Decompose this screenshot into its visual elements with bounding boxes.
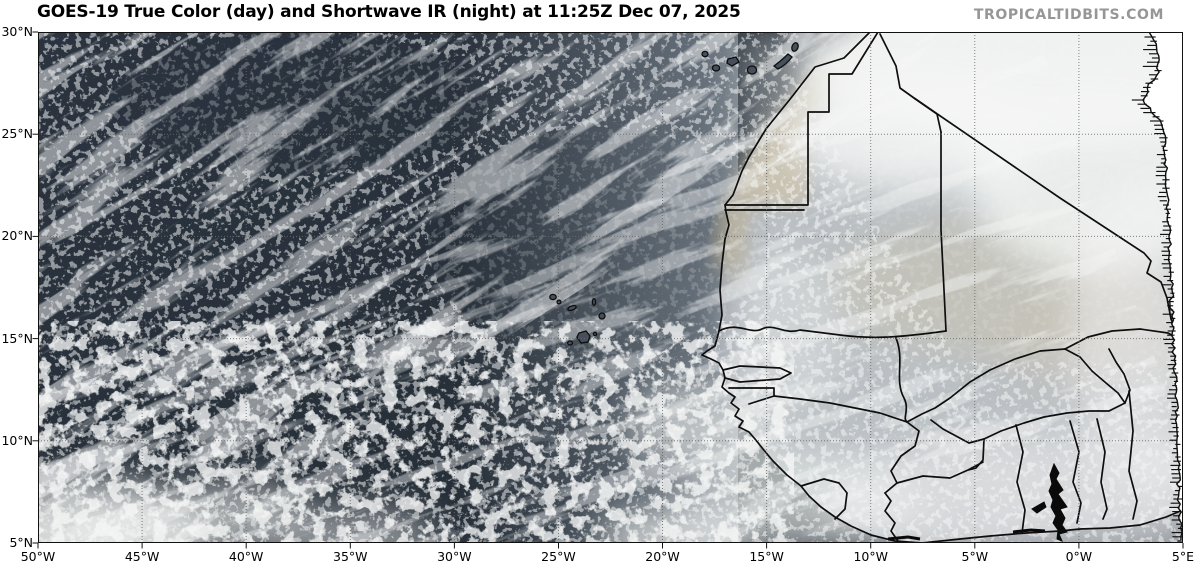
- lon-label: 30°W: [437, 549, 472, 564]
- border-niger-south: [1064, 328, 1180, 350]
- lon-label: 35°W: [333, 549, 368, 564]
- border-sierra-leone: [800, 478, 848, 520]
- satellite-scan-edge: [1131, 32, 1183, 543]
- map-frame: [32, 31, 1184, 549]
- lat-label: 15°N: [1, 330, 33, 346]
- lat-label: 25°N: [1, 126, 33, 142]
- lon-label: 5°W: [961, 549, 989, 564]
- border-liberia: [884, 492, 899, 542]
- lake-volta: [1031, 462, 1068, 542]
- page-title: GOES-19 True Color (day) and Shortwave I…: [37, 2, 741, 22]
- cape-verde-islands: [549, 293, 606, 346]
- border-ivory-coast-north: [896, 438, 985, 484]
- country-borders: [718, 32, 1180, 542]
- lon-label: 50°W: [20, 549, 56, 564]
- border-senegal-mali: [895, 337, 908, 423]
- lat-label: 20°N: [1, 228, 33, 244]
- border-burkina-faso: [906, 348, 1126, 444]
- border-benin-nigeria: [1128, 390, 1138, 520]
- lon-label: 40°W: [228, 549, 264, 564]
- lon-label: 25°W: [541, 549, 576, 564]
- lon-label: 10°W: [853, 549, 888, 564]
- border-mauritania-mali: [940, 131, 947, 332]
- border-gambia: [722, 365, 792, 383]
- lon-label: 0°W: [1065, 549, 1093, 564]
- border-ghana-west: [1015, 424, 1026, 534]
- grid-lines: [38, 32, 1183, 543]
- border-ghana-togo: [1069, 420, 1082, 524]
- lon-label: 20°W: [645, 549, 680, 564]
- canary-islands: [701, 42, 799, 75]
- border-benin-niger: [1108, 348, 1131, 404]
- border-western-sahara: [724, 32, 879, 211]
- axis-ticks: [32, 31, 1184, 549]
- lon-label: 45°W: [124, 549, 160, 564]
- border-senegal-mauritania: [718, 326, 947, 339]
- coastal-lagoons: [887, 528, 1046, 541]
- border-guinea-north: [773, 395, 908, 423]
- border-algeria-mali-niger: [913, 97, 1179, 336]
- border-togo-benin: [1096, 418, 1108, 520]
- lat-label: 10°N: [1, 432, 33, 448]
- border-guinea-bissau: [728, 387, 775, 405]
- lat-label: 5°N: [9, 535, 33, 550]
- lon-label: 15°W: [749, 549, 784, 564]
- lat-label: 30°N: [1, 24, 33, 39]
- lon-label: 5°E: [1171, 549, 1195, 564]
- watermark: TROPICALTIDBITS.COM: [973, 7, 1164, 23]
